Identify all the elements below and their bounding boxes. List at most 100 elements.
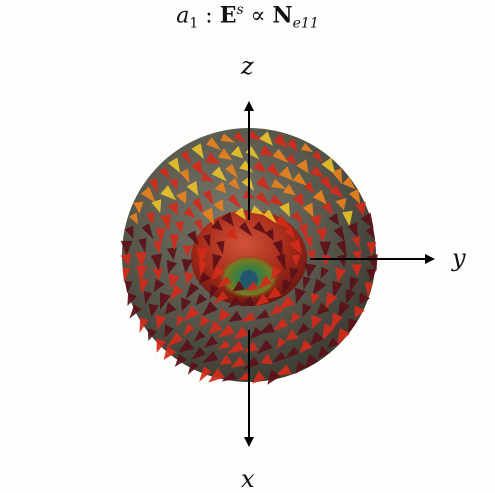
field-arrow-91: [315, 227, 328, 242]
field-arrow-124: [278, 166, 294, 181]
field-arrow-84: [241, 176, 255, 191]
field-arrow-80: [191, 197, 204, 215]
field-arrow-110: [151, 267, 163, 281]
field-arrow-147: [164, 324, 174, 338]
field-arrow-49: [193, 218, 204, 233]
field-arrow-39: [240, 311, 256, 322]
field-arrow-244: [221, 371, 237, 382]
field-arrow-88: [292, 192, 304, 207]
field-arrow-187: [271, 351, 286, 363]
field-arrow-218: [286, 138, 298, 153]
field-arrow-186: [284, 346, 299, 359]
field-arrow-237: [317, 346, 330, 359]
field-arrow-172: [329, 184, 344, 199]
field-arrow-139: [285, 329, 299, 341]
field-arrow-102: [217, 339, 231, 350]
field-arrow-69: [208, 320, 223, 335]
field-arrow-70: [199, 315, 210, 328]
field-arrow-185: [299, 339, 313, 354]
field-arrow-34: [291, 255, 301, 267]
field-arrow-171: [319, 175, 333, 192]
field-arrow-120: [225, 163, 239, 179]
field-arrow-98: [276, 337, 287, 350]
field-arrow-194: [156, 338, 167, 353]
field-arrow-23: [198, 261, 207, 277]
field-arrow-107: [164, 302, 177, 315]
field-arrow-216: [259, 131, 273, 146]
field-arrow-181: [338, 300, 351, 318]
field-arrow-240: [275, 364, 292, 377]
field-arrow-44: [185, 282, 200, 300]
field-arrow-183: [322, 323, 335, 341]
field-arrow-126: [303, 181, 315, 194]
field-arrow-35: [294, 287, 306, 304]
field-arrow-20: [212, 291, 228, 305]
field-arrow-227: [365, 226, 375, 240]
field-arrow-236: [327, 337, 339, 349]
field-arrow-199: [124, 280, 133, 294]
field-arrow-27: [221, 211, 234, 227]
field-arrow-94: [320, 267, 329, 279]
field-arrow-190: [199, 366, 212, 382]
field-arrow-142: [219, 354, 232, 366]
field-arrow-47: [182, 245, 193, 257]
field-arrow-211: [191, 143, 204, 159]
field-arrow-238: [304, 353, 319, 369]
field-arrow-206: [140, 186, 156, 203]
field-arrow-103: [204, 335, 218, 348]
field-arrow-173: [335, 198, 347, 211]
field-arrow-221: [321, 157, 336, 175]
field-arrow-202: [120, 240, 133, 256]
field-arrow-156: [145, 211, 155, 225]
field-arrow-8: [216, 240, 225, 255]
field-arrow-6: [211, 265, 225, 281]
field-arrow-146: [167, 332, 183, 348]
field-arrow-150: [143, 291, 152, 305]
field-arrow-17: [254, 293, 270, 307]
field-arrow-37: [269, 304, 283, 316]
field-arrow-131: [336, 240, 347, 257]
field-arrow-5: [216, 275, 232, 289]
field-arrow-33: [289, 238, 302, 255]
field-arrow-167: [272, 148, 289, 164]
field-arrow-15: [282, 278, 293, 294]
field-arrow-232: [359, 292, 370, 305]
field-arrow-29: [250, 205, 266, 216]
field-arrow-130: [333, 226, 345, 242]
field-arrow-40: [228, 310, 243, 322]
field-arrow-57: [291, 211, 304, 225]
field-arrow-166: [259, 145, 274, 156]
field-arrow-59: [304, 236, 313, 249]
field-arrow-212: [206, 137, 222, 151]
field-arrow-149: [148, 303, 159, 318]
field-arrow-73: [169, 284, 184, 301]
field-arrow-226: [360, 212, 374, 229]
field-arrow-97: [302, 303, 312, 318]
field-arrow-198: [127, 292, 137, 306]
field-arrow-87: [282, 184, 296, 196]
field-arrow-28: [234, 207, 247, 220]
field-arrow-204: [129, 212, 139, 225]
field-arrow-46: [181, 258, 193, 274]
field-arrow-180: [345, 289, 356, 304]
field-arrow-220: [311, 150, 323, 163]
field-arrow-19: [228, 296, 242, 308]
field-arrow-214: [233, 131, 247, 144]
field-arrow-50: [201, 207, 215, 225]
field-arrow-109: [153, 278, 165, 292]
field-arrow-136: [316, 302, 330, 316]
field-arrow-75: [166, 260, 177, 274]
field-arrow-108: [160, 292, 171, 310]
field-arrow-239: [295, 361, 306, 375]
field-arrow-83: [228, 177, 240, 190]
field-arrow-175: [347, 222, 359, 239]
field-arrow-222: [331, 168, 342, 185]
field-arrow-189: [208, 368, 225, 383]
field-arrow-26: [211, 219, 223, 231]
field-arrow-231: [364, 282, 374, 298]
field-arrow-65: [258, 322, 275, 334]
field-arrow-3: [245, 281, 259, 292]
field-arrow-182: [331, 312, 343, 331]
field-arrow-215: [247, 130, 263, 141]
field-arrow-243: [238, 371, 251, 381]
